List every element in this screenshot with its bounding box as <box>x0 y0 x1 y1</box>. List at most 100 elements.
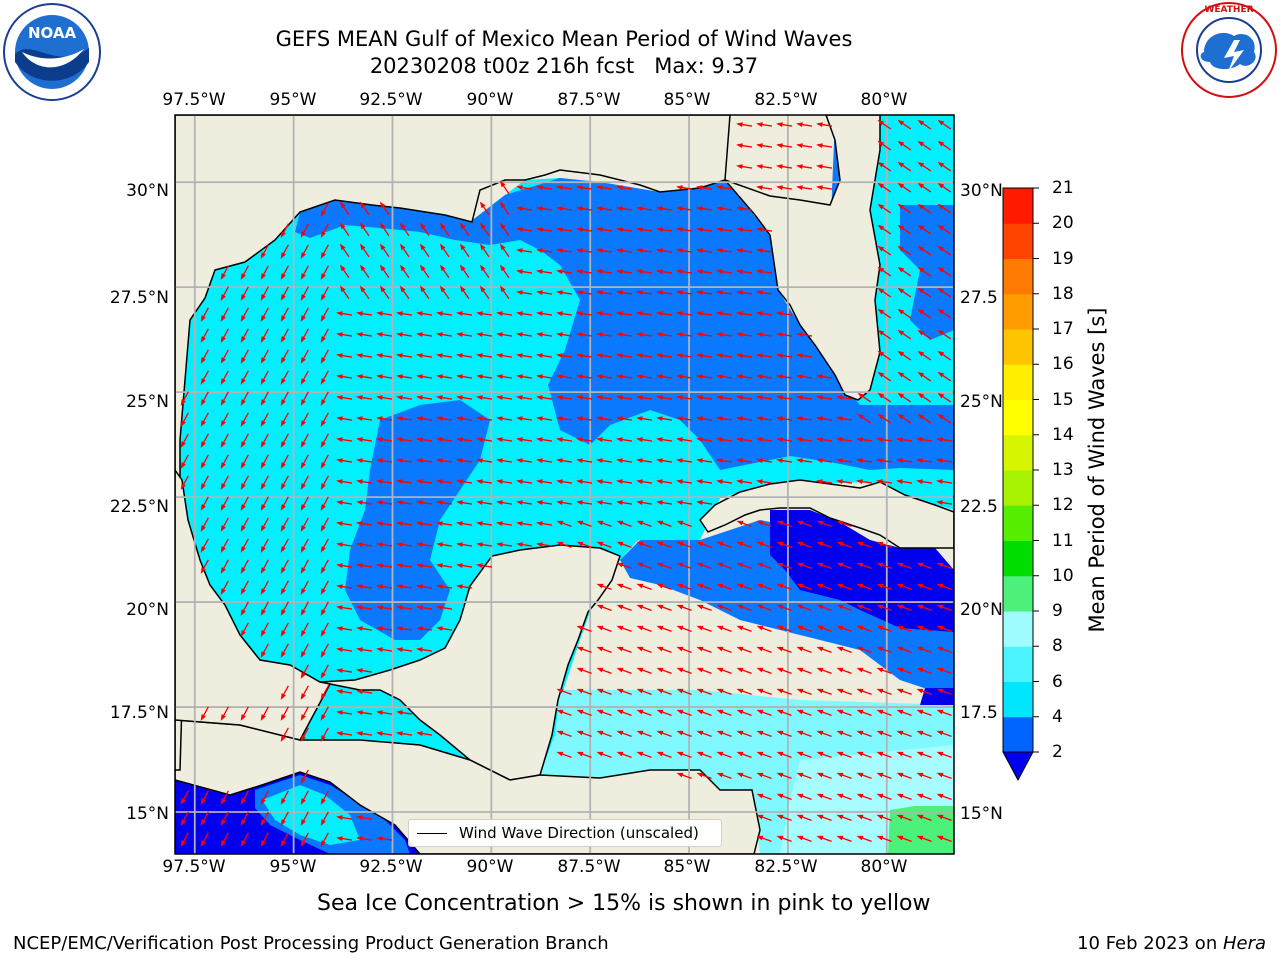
wind-wave-arrow-head <box>479 222 486 230</box>
wind-wave-arrow-head <box>776 395 783 400</box>
wind-wave-arrow-head <box>300 462 306 469</box>
wind-wave-arrow-head <box>280 399 286 406</box>
wind-wave-arrow-head <box>656 269 663 274</box>
wind-wave-arrow-head <box>756 311 763 316</box>
wind-wave-arrow-head <box>736 332 743 337</box>
wind-wave-arrow-head <box>436 521 443 526</box>
wind-wave-arrow-head <box>877 140 885 147</box>
wind-wave-arrow-head <box>756 646 764 652</box>
wind-wave-arrow-head <box>496 500 503 505</box>
wind-wave-arrow-head <box>416 731 423 736</box>
wind-wave-arrow-head <box>636 583 644 589</box>
wind-wave-arrow-head <box>359 222 366 230</box>
wind-wave-arrow-head <box>656 458 663 463</box>
wind-wave-arrow-head <box>376 605 383 610</box>
wind-wave-arrow-head <box>816 625 824 631</box>
wind-wave-arrow-head <box>336 521 343 526</box>
colorbar-bin <box>1003 681 1033 718</box>
wind-wave-arrow-head <box>416 311 423 316</box>
wind-wave-arrow-head <box>917 329 925 336</box>
wind-wave-arrow-head <box>877 371 885 378</box>
wind-wave-arrow-head <box>696 206 703 211</box>
wind-wave-arrow-head <box>476 500 483 505</box>
wind-wave-arrow-head <box>200 378 206 385</box>
wind-wave-arrow-head <box>336 605 343 610</box>
wind-wave-arrow-head <box>336 563 343 568</box>
wind-wave-arrow-head <box>716 479 723 484</box>
colorbar-bin <box>1003 470 1033 506</box>
wind-wave-arrow-head <box>716 625 724 631</box>
wind-wave-arrow-head <box>536 542 543 547</box>
wind-wave-arrow-head <box>636 248 643 253</box>
wind-wave-arrow-head <box>796 625 804 631</box>
wind-wave-arrow-head <box>696 709 704 715</box>
wind-wave-arrow-head <box>356 374 363 379</box>
wind-wave-arrow-head <box>359 201 366 209</box>
wind-wave-arrow-head <box>320 420 326 427</box>
wind-wave-arrow-head <box>240 378 246 385</box>
wind-wave-arrow-head <box>596 248 603 253</box>
wind-wave-arrow-head <box>916 562 924 568</box>
wind-wave-arrow-head <box>876 583 884 589</box>
wind-wave-arrow-head <box>877 224 885 231</box>
wind-wave-arrow-head <box>556 688 564 694</box>
wind-wave-arrow-head <box>516 185 523 190</box>
wind-wave-arrow-head <box>396 731 403 736</box>
wind-wave-arrow-head <box>836 751 844 757</box>
pacific-cyan <box>262 785 360 845</box>
wind-wave-arrow-head <box>596 730 604 736</box>
wind-wave-arrow-head <box>616 248 623 253</box>
wind-wave-arrow-head <box>220 840 226 847</box>
wind-wave-arrow-head <box>776 353 783 358</box>
wind-wave-arrow-head <box>359 243 366 251</box>
wind-wave-arrow-head <box>916 835 924 841</box>
wind-wave-arrow-head <box>260 840 266 847</box>
wind-wave-arrow-head <box>896 604 904 610</box>
wind-wave-arrow-head <box>836 583 844 589</box>
wind-wave-arrow-head <box>877 413 885 420</box>
wind-wave-arrow-head <box>836 709 844 715</box>
wind-wave-arrow-head <box>320 714 326 721</box>
wind-wave-arrow-head <box>896 667 904 673</box>
wind-wave-arrow-head <box>416 605 423 610</box>
map-frame <box>174 114 955 855</box>
wind-wave-arrow-head <box>916 730 924 736</box>
wind-wave-arrow-head <box>536 374 543 379</box>
wind-wave-arrow-head <box>896 458 903 463</box>
wind-wave-arrow-head <box>656 751 664 757</box>
wind-wave-arrow-head <box>876 479 883 484</box>
wind-wave-arrow-head <box>876 772 884 778</box>
wind-wave-arrow-head <box>356 626 363 631</box>
wind-wave-arrow-head <box>696 416 703 421</box>
wind-wave-arrow-head <box>320 210 326 217</box>
wind-wave-arrow-head <box>556 437 563 442</box>
wind-wave-arrow-head <box>356 836 363 841</box>
wind-wave-arrow-head <box>356 437 363 442</box>
colorbar-tick-label: 16 <box>1052 354 1074 375</box>
wind-wave-arrow-head <box>736 353 743 358</box>
wind-wave-arrow-head <box>816 751 824 757</box>
wind-wave-arrow-head <box>456 353 463 358</box>
colorbar-tick-label: 10 <box>1052 565 1074 586</box>
lon-tick-bottom: 87.5°W <box>557 857 621 877</box>
wind-wave-arrow-head <box>716 709 724 715</box>
wind-wave-arrow-head <box>917 308 925 315</box>
wind-wave-arrow-head <box>616 625 624 631</box>
wind-wave-arrow-head <box>576 332 583 337</box>
wind-wave-arrow-head <box>736 751 744 757</box>
wind-wave-arrow-head <box>240 714 246 721</box>
wind-wave-arrow-head <box>416 416 423 421</box>
colorbar-tick-label: 2 <box>1052 742 1063 762</box>
wind-wave-arrow-head <box>896 646 904 652</box>
wind-wave-arrow-head <box>796 709 804 715</box>
wind-wave-arrow-head <box>300 672 306 679</box>
wind-wave-arrow-head <box>336 311 343 316</box>
colorbar-tick-label: 17 <box>1052 319 1074 339</box>
wind-wave-arrow-head <box>320 273 326 280</box>
wind-wave-arrow-head <box>356 563 363 568</box>
wind-wave-arrow-head <box>897 224 905 231</box>
wind-wave-arrow-head <box>556 479 563 484</box>
wind-wave-arrow-head <box>300 588 306 595</box>
wind-wave-arrow-head <box>336 815 343 820</box>
wind-wave-arrow-head <box>356 815 363 820</box>
